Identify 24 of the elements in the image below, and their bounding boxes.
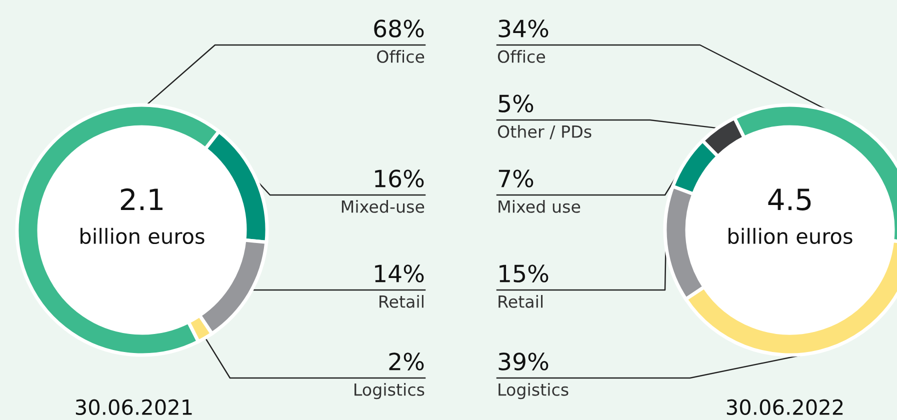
data-label: 34% <box>498 20 548 38</box>
text: 4.5 <box>768 188 811 210</box>
text: billion euros <box>80 228 204 244</box>
text: billion euros <box>728 228 852 244</box>
slice-label: Retail <box>380 295 424 308</box>
slice-label: Mixed use <box>498 200 580 213</box>
text: 2.1 <box>120 188 162 210</box>
text: 30.06.2021 <box>76 399 192 416</box>
slice-label: Retail <box>498 295 543 308</box>
data-label: 68% <box>374 20 424 38</box>
data-label: 14% <box>375 264 424 282</box>
slice-label: Office <box>377 50 424 63</box>
data-label: 7% <box>498 170 534 188</box>
data-label: 39% <box>498 352 548 370</box>
slice-label: Mixed-use <box>342 200 424 213</box>
slice-label: Office <box>498 50 546 63</box>
data-label: 5% <box>498 94 534 112</box>
data-label: 2% <box>389 352 424 370</box>
text: 30.06.2022 <box>726 399 843 416</box>
slice-label: Logistics <box>354 383 424 400</box>
slice-label: Other / PDs <box>498 125 592 140</box>
data-label: 16% <box>375 170 424 188</box>
slice-label: Logistics <box>498 383 568 400</box>
data-label: 15% <box>500 264 548 282</box>
